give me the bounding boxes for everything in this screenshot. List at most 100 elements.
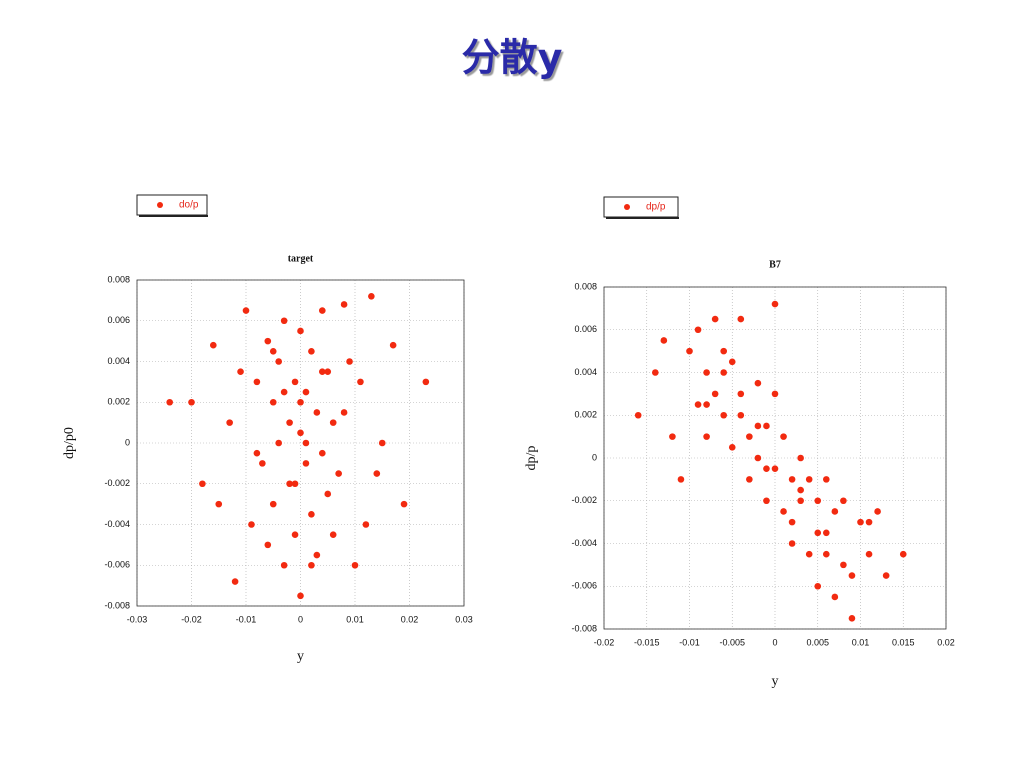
scatter-point — [302, 439, 310, 447]
scatter-point — [319, 449, 326, 457]
scatter-point — [275, 358, 283, 365]
scatter-point — [259, 460, 266, 467]
x-tick-label: 0.02 — [937, 637, 955, 647]
y-tick-label: -0.002 — [571, 495, 597, 505]
x-tick-label: 0.02 — [401, 614, 419, 624]
scatter-point — [357, 378, 364, 386]
scatter-point — [308, 348, 315, 355]
scatter-point — [831, 593, 839, 601]
scatter-point — [346, 358, 353, 365]
scatter-point — [788, 518, 796, 526]
scatter-point — [286, 419, 293, 426]
scatter-point — [746, 476, 753, 483]
scatter-point — [373, 470, 381, 477]
x-tick-label: 0 — [772, 637, 777, 647]
y-tick-label: -0.008 — [104, 600, 130, 610]
scatter-point — [634, 411, 642, 419]
scatter-point — [771, 465, 779, 472]
scatter-point — [848, 615, 856, 622]
scatter-point — [231, 578, 239, 585]
scatter-point — [302, 388, 310, 396]
y-tick-label: 0.006 — [107, 315, 130, 325]
scatter-point — [771, 300, 779, 308]
scatter-point — [677, 476, 685, 483]
scatter-point — [280, 561, 288, 569]
scatter-point — [297, 327, 304, 335]
scatter-point — [703, 401, 710, 408]
y-tick-label: 0.008 — [107, 274, 130, 284]
scatter-point — [788, 476, 796, 483]
scatter-point — [797, 486, 804, 494]
scatter-point — [368, 293, 375, 300]
scatter-point — [763, 497, 770, 505]
scatter-point — [329, 419, 337, 426]
scatter-point — [805, 476, 813, 483]
legend-marker — [624, 204, 630, 210]
scatter-point — [865, 550, 873, 558]
y-tick-label: 0.004 — [107, 356, 130, 366]
scatter-point — [297, 398, 304, 406]
x-tick-label: -0.015 — [634, 637, 660, 647]
scatter-point — [422, 378, 430, 386]
scatter-point — [669, 433, 676, 440]
scatter-point — [703, 369, 710, 376]
scatter-point — [694, 401, 702, 408]
scatter-point — [711, 315, 719, 323]
scatter-point — [297, 592, 304, 600]
scatter-point — [720, 411, 727, 419]
scatter-point — [899, 550, 907, 558]
y-tick-label: 0.004 — [574, 367, 597, 377]
scatter-point — [814, 529, 822, 537]
y-axis-label: dp/p — [524, 446, 539, 471]
scatter-point — [302, 460, 310, 467]
scatter-point — [840, 497, 847, 505]
scatter-point — [269, 348, 277, 355]
scatter-point — [763, 422, 770, 430]
scatter-point — [226, 419, 233, 426]
scatter-point — [308, 511, 315, 518]
scatter-point — [215, 500, 223, 508]
scatter-point — [754, 454, 762, 462]
y-tick-label: 0 — [592, 452, 597, 462]
scatter-point — [728, 444, 736, 451]
scatter-point — [291, 378, 299, 386]
scatter-point — [248, 521, 255, 528]
scatter-point — [308, 561, 315, 569]
scatter-point — [788, 540, 796, 547]
legend-box — [603, 196, 679, 218]
legend-label: dp/p — [646, 202, 666, 213]
y-tick-label: -0.004 — [104, 519, 130, 529]
scatter-point — [652, 369, 659, 376]
scatter-point — [831, 508, 839, 515]
scatter-point — [823, 550, 830, 558]
y-tick-label: -0.006 — [104, 560, 130, 570]
scatter-point — [840, 561, 847, 569]
scatter-point — [728, 358, 736, 366]
x-tick-label: -0.02 — [594, 637, 615, 647]
scatter-point — [319, 368, 326, 375]
y-tick-label: 0.002 — [574, 410, 597, 420]
scatter-point — [780, 508, 787, 515]
scatter-point — [166, 398, 173, 406]
x-tick-label: -0.01 — [236, 614, 257, 624]
scatter-point — [340, 409, 348, 416]
scatter-point — [389, 341, 397, 349]
scatter-point — [286, 480, 293, 488]
scatter-point — [291, 480, 299, 488]
scatter-point — [882, 572, 890, 579]
page-title: 分散y — [462, 36, 563, 80]
scatter-point — [269, 398, 277, 406]
x-tick-label: 0.03 — [455, 614, 473, 624]
y-tick-label: -0.004 — [571, 538, 597, 548]
x-tick-label: 0.015 — [892, 637, 915, 647]
scatter-point — [874, 508, 881, 515]
x-tick-label: 0.005 — [806, 637, 829, 647]
x-tick-label: -0.03 — [127, 614, 148, 624]
scatter-point — [694, 326, 702, 334]
plot-frame — [603, 286, 947, 630]
scatter-point — [703, 433, 710, 440]
x-tick-label: 0.01 — [346, 614, 364, 624]
scatter-point — [771, 390, 779, 398]
scatter-point — [814, 497, 822, 505]
